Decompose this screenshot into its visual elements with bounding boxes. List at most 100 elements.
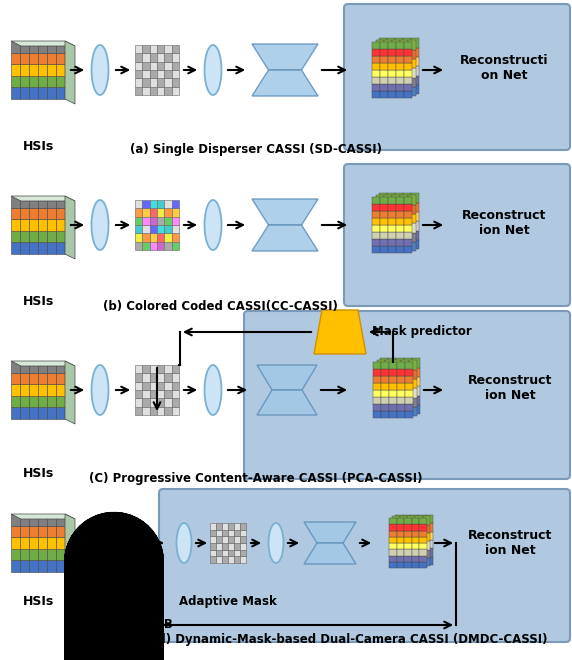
Text: HSIs: HSIs <box>22 467 54 480</box>
Bar <box>372 204 380 211</box>
Bar <box>376 388 384 397</box>
Bar <box>392 407 400 416</box>
Bar <box>150 234 157 242</box>
Bar <box>408 370 416 379</box>
Bar <box>164 407 172 415</box>
Bar <box>392 205 400 214</box>
Bar <box>396 204 404 211</box>
Bar <box>142 200 150 209</box>
Bar <box>240 556 246 563</box>
Bar <box>405 376 413 383</box>
Bar <box>397 383 405 390</box>
Bar <box>164 86 172 95</box>
Bar <box>164 399 172 407</box>
Bar <box>240 523 246 530</box>
Polygon shape <box>252 70 318 96</box>
Bar <box>418 548 426 556</box>
Bar <box>379 203 387 212</box>
Bar <box>397 397 405 404</box>
Bar <box>412 524 419 531</box>
Bar <box>403 67 411 76</box>
Bar <box>376 40 384 50</box>
Bar <box>135 365 142 374</box>
Bar <box>38 231 47 242</box>
Bar <box>56 514 65 525</box>
Bar <box>372 56 380 63</box>
Bar <box>376 242 384 251</box>
Bar <box>426 515 434 523</box>
Bar <box>408 40 416 50</box>
Bar <box>376 59 384 68</box>
Bar <box>376 87 384 96</box>
Bar <box>56 87 65 99</box>
Bar <box>404 84 412 91</box>
Bar <box>400 242 408 251</box>
Bar <box>11 514 20 525</box>
Bar <box>389 362 397 369</box>
Bar <box>135 216 142 225</box>
Bar <box>380 239 388 246</box>
Bar <box>114 619 121 631</box>
Bar <box>400 407 408 416</box>
Bar <box>56 196 65 208</box>
Bar <box>403 48 411 57</box>
Bar <box>20 560 29 572</box>
Bar <box>411 531 418 540</box>
Bar <box>412 405 420 414</box>
Bar <box>405 411 413 418</box>
Bar <box>396 56 404 63</box>
Bar <box>403 240 411 249</box>
Text: HSIs: HSIs <box>22 595 54 608</box>
Bar <box>222 556 228 563</box>
Bar <box>395 193 403 203</box>
Polygon shape <box>304 522 356 543</box>
Bar <box>396 63 404 70</box>
Bar <box>404 396 412 405</box>
Bar <box>403 38 411 48</box>
Text: Reconstruct
ion Net: Reconstruct ion Net <box>468 529 552 557</box>
Bar <box>426 523 434 531</box>
Bar <box>405 369 413 376</box>
Bar <box>150 53 157 61</box>
Bar <box>164 381 172 390</box>
Bar <box>38 549 47 560</box>
Bar <box>388 70 396 77</box>
Bar <box>396 377 404 386</box>
Bar <box>411 203 419 212</box>
Bar <box>400 40 408 50</box>
Ellipse shape <box>92 45 109 95</box>
Bar <box>164 365 172 374</box>
Bar <box>47 549 56 560</box>
Bar <box>234 543 240 550</box>
Bar <box>395 240 403 249</box>
Bar <box>29 41 38 53</box>
Bar <box>157 381 164 390</box>
Bar <box>400 397 408 407</box>
Bar <box>20 76 29 87</box>
Bar <box>29 361 38 373</box>
Bar <box>172 234 179 242</box>
Bar <box>372 211 380 218</box>
Bar <box>380 49 388 56</box>
Bar <box>407 525 415 533</box>
Bar <box>20 525 29 537</box>
Bar <box>396 197 404 204</box>
Bar <box>408 214 416 223</box>
Bar <box>381 404 389 411</box>
Bar <box>101 631 108 643</box>
Bar <box>47 76 56 87</box>
Bar <box>404 405 412 414</box>
Bar <box>419 531 427 537</box>
Bar <box>240 550 246 556</box>
Bar <box>135 374 142 381</box>
Bar <box>216 543 222 550</box>
Bar <box>108 619 114 631</box>
Bar <box>388 232 396 239</box>
Polygon shape <box>257 390 317 415</box>
Bar <box>380 42 388 49</box>
Bar <box>411 540 418 548</box>
Bar <box>389 518 396 524</box>
Bar <box>234 523 240 530</box>
Bar <box>20 407 29 419</box>
Bar <box>426 548 434 556</box>
